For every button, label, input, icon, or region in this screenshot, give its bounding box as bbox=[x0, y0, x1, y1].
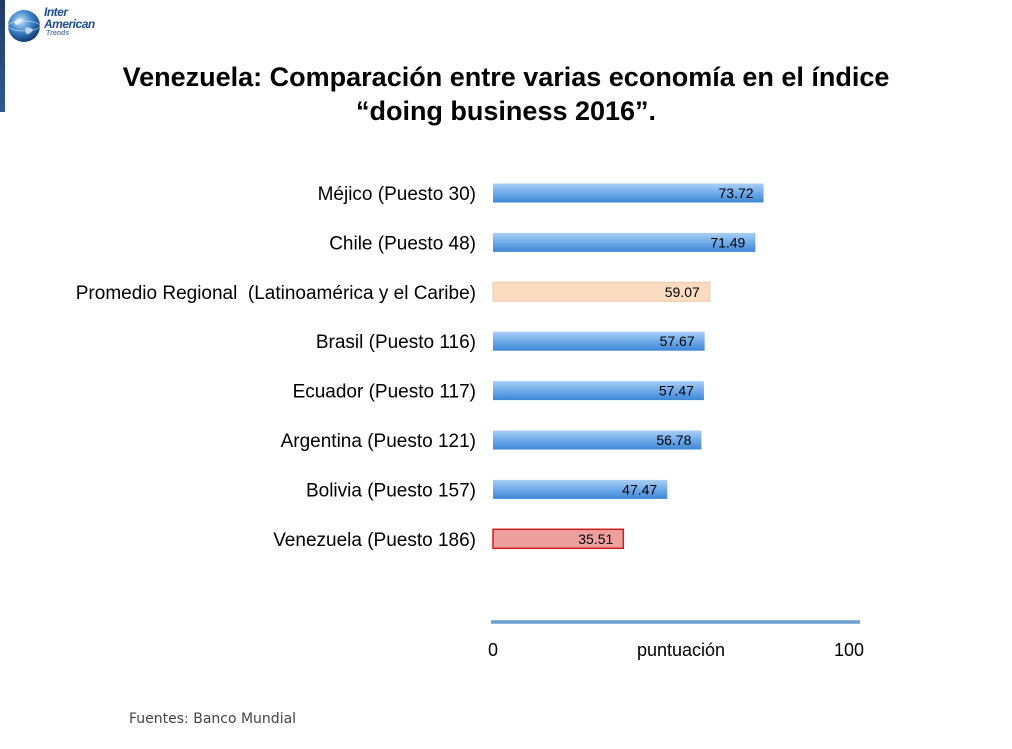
bar-brasil bbox=[493, 331, 705, 351]
value-label-venezuela: 35.51 bbox=[578, 531, 613, 547]
bar-ecuador bbox=[493, 381, 704, 401]
category-label-mejico: Méjico (Puesto 30) bbox=[318, 184, 476, 205]
bar-chile bbox=[493, 232, 756, 252]
globe-icon bbox=[7, 10, 41, 42]
logo-text-line2: American bbox=[44, 17, 95, 31]
category-label-ecuador: Ecuador (Puesto 117) bbox=[293, 382, 476, 403]
value-label-mejico: 73.72 bbox=[719, 185, 754, 201]
value-label-bolivia: 47.47 bbox=[622, 481, 657, 497]
bar-bolivia bbox=[493, 479, 668, 499]
x-tick-label-max: 100 bbox=[834, 640, 864, 660]
value-labels: 73.72 71.49 59.07 57.67 57.47 56.78 47.47 35.51 bbox=[578, 185, 753, 547]
slide-title: Venezuela: Comparación entre varias econ… bbox=[40, 60, 972, 128]
title-line-1: Venezuela: Comparación entre varias econ… bbox=[122, 62, 890, 92]
title-line-2: “doing business 2016”. bbox=[355, 96, 657, 126]
value-label-brasil: 57.67 bbox=[660, 333, 695, 349]
x-tick-label-min: 0 bbox=[488, 640, 498, 660]
bar-argentina bbox=[493, 430, 702, 450]
source-note: Fuentes: Banco Mundial bbox=[129, 711, 297, 727]
x-axis-label: puntuación bbox=[637, 640, 725, 660]
value-label-argentina: 56.78 bbox=[656, 432, 691, 448]
category-label-bolivia: Bolivia (Puesto 157) bbox=[306, 480, 476, 501]
bars bbox=[492, 183, 764, 550]
category-label-chile: Chile (Puesto 48) bbox=[329, 233, 476, 254]
side-accent-bar bbox=[0, 0, 5, 112]
category-label-promedio-regional: Promedio Regional (Latinoamérica y el Ca… bbox=[76, 283, 476, 304]
bar-mejico bbox=[493, 183, 764, 203]
value-label-promedio-regional: 59.07 bbox=[665, 284, 700, 300]
value-label-chile: 71.49 bbox=[710, 234, 745, 250]
category-label-argentina: Argentina (Puesto 121) bbox=[281, 431, 476, 452]
bar-venezuela bbox=[492, 528, 625, 550]
bar-promedio-regional bbox=[492, 281, 711, 302]
category-label-brasil: Brasil (Puesto 116) bbox=[316, 332, 476, 353]
logo-text-line1: Inter bbox=[44, 5, 68, 19]
value-label-ecuador: 57.47 bbox=[659, 383, 694, 399]
category-labels: Méjico (Puesto 30) Chile (Puesto 48) Prome… bbox=[76, 184, 476, 551]
inter-american-trends-logo: Inter American Trends bbox=[6, 4, 116, 50]
category-label-venezuela: Venezuela (Puesto 186) bbox=[273, 530, 476, 551]
logo-text-line3: Trends bbox=[46, 30, 70, 37]
